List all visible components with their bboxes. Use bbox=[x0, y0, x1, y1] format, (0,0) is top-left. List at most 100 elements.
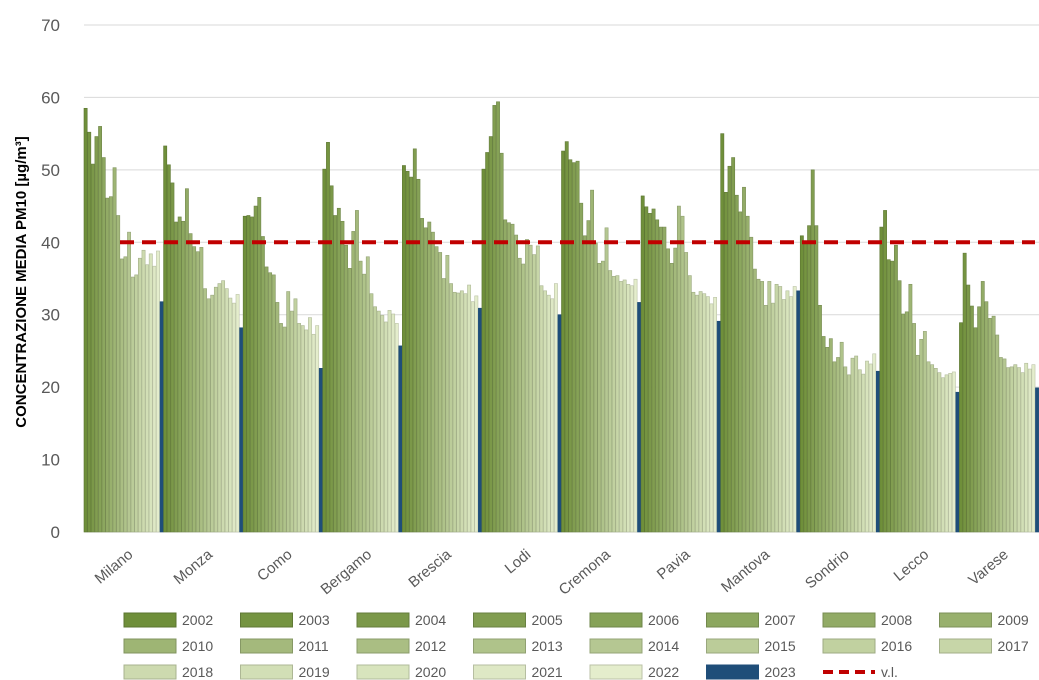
bar-lodi-2023 bbox=[557, 314, 562, 533]
bar-lodi-2019 bbox=[543, 290, 547, 533]
bar-sondrio-2004 bbox=[807, 225, 812, 533]
bar-lodi-2012 bbox=[517, 257, 522, 533]
bar-bergamo-2008 bbox=[344, 244, 348, 533]
bar-bergamo-2010 bbox=[351, 231, 356, 533]
y-tick-label: 50 bbox=[41, 161, 60, 180]
bar-sondrio-2015 bbox=[847, 374, 851, 533]
bar-mantova-2002 bbox=[720, 133, 725, 533]
bar-lodi-2011 bbox=[514, 234, 519, 533]
bar-como-2018 bbox=[300, 325, 305, 533]
bar-lodi-2009 bbox=[506, 222, 511, 533]
y-tick-label: 20 bbox=[41, 378, 60, 397]
bar-brescia-2003 bbox=[405, 171, 410, 533]
bar-bergamo-2015 bbox=[369, 293, 374, 533]
x-tick-label-varese: Varese bbox=[965, 546, 1011, 589]
legend-swatch-2016 bbox=[822, 638, 876, 654]
bar-monza-2017 bbox=[217, 283, 222, 533]
bar-brescia-2015 bbox=[449, 283, 453, 533]
bar-bergamo-2014 bbox=[365, 256, 370, 533]
legend-label-v-l-: v.l. bbox=[881, 664, 898, 680]
bar-cremona-2005 bbox=[572, 162, 576, 533]
bar-mantova-2006 bbox=[734, 194, 739, 533]
bar-milano-2009 bbox=[109, 196, 113, 533]
bar-lecco-2015 bbox=[926, 361, 931, 533]
bar-milano-2014 bbox=[127, 231, 131, 533]
bar-brescia-2019 bbox=[463, 293, 468, 533]
bar-lecco-2009 bbox=[904, 311, 909, 533]
bar-pavia-2011 bbox=[673, 247, 678, 533]
bar-sondrio-2012 bbox=[836, 357, 840, 533]
legend-label-2007: 2007 bbox=[765, 612, 796, 628]
bar-lecco-2011 bbox=[912, 323, 916, 533]
bar-cremona-2018 bbox=[619, 281, 623, 533]
bar-sondrio-2013 bbox=[839, 341, 844, 533]
bar-milano-2016 bbox=[134, 274, 139, 533]
bar-milano-2013 bbox=[123, 256, 128, 533]
bar-cremona-2022 bbox=[633, 278, 638, 533]
bar-lodi-2007 bbox=[499, 152, 504, 533]
bar-milano-2020 bbox=[148, 253, 153, 533]
bar-varese-2004 bbox=[966, 284, 971, 533]
legend-swatch-2023 bbox=[706, 664, 759, 680]
bar-varese-2013 bbox=[998, 357, 1003, 533]
bar-monza-2006 bbox=[177, 216, 182, 533]
bar-mantova-2019 bbox=[781, 299, 786, 533]
x-tick-label-brescia: Brescia bbox=[405, 546, 455, 592]
legend-swatch-2018 bbox=[123, 664, 177, 680]
legend-label-2016: 2016 bbox=[881, 638, 912, 654]
bar-milano-2018 bbox=[141, 249, 146, 533]
bar-como-2011 bbox=[275, 302, 280, 533]
bar-como-2003 bbox=[246, 215, 251, 533]
bar-como-2015 bbox=[289, 310, 294, 533]
bar-pavia-2017 bbox=[695, 294, 699, 533]
bar-como-2019 bbox=[304, 329, 309, 533]
bar-como-2013 bbox=[282, 326, 287, 533]
legend-swatch-2013 bbox=[473, 638, 526, 654]
bar-pavia-2005 bbox=[651, 208, 656, 533]
bar-brescia-2010 bbox=[430, 231, 435, 533]
bar-milano-2017 bbox=[138, 257, 142, 533]
bar-lodi-2008 bbox=[503, 219, 508, 533]
bar-como-2010 bbox=[271, 274, 276, 533]
bar-mantova-2013 bbox=[760, 281, 765, 533]
bar-varese-2007 bbox=[977, 306, 982, 533]
y-tick-label: 70 bbox=[41, 16, 60, 35]
bar-bergamo-2023 bbox=[398, 345, 403, 533]
bar-monza-2014 bbox=[206, 298, 211, 533]
bar-sondrio-2019 bbox=[861, 373, 866, 533]
legend-swatch-2014 bbox=[589, 638, 643, 654]
y-tick-label: 0 bbox=[51, 523, 60, 542]
legend-label-2013: 2013 bbox=[532, 638, 563, 654]
bar-brescia-2018 bbox=[459, 290, 464, 533]
bar-mantova-2021 bbox=[789, 296, 793, 533]
bar-como-2005 bbox=[253, 205, 258, 533]
bar-como-2008 bbox=[264, 266, 269, 533]
bar-milano-2006 bbox=[98, 126, 103, 533]
bar-monza-2019 bbox=[224, 288, 229, 533]
bar-varese-2021 bbox=[1027, 368, 1032, 533]
legend-swatch-2015 bbox=[706, 638, 759, 654]
bar-sondrio-2022 bbox=[872, 353, 877, 533]
bar-lecco-2021 bbox=[948, 373, 953, 533]
bar-monza-2013 bbox=[203, 288, 207, 533]
bar-bergamo-2009 bbox=[347, 268, 352, 533]
legend-label-2006: 2006 bbox=[648, 612, 679, 628]
legend-label-2005: 2005 bbox=[532, 612, 563, 628]
bar-lodi-2006 bbox=[496, 101, 500, 533]
bar-monza-2012 bbox=[199, 247, 204, 533]
legend-swatch-2010 bbox=[123, 638, 177, 654]
bar-monza-2009 bbox=[188, 233, 193, 533]
bar-sondrio-2023 bbox=[875, 370, 880, 533]
bar-varese-2022 bbox=[1031, 364, 1036, 533]
bar-varese-2014 bbox=[1002, 358, 1007, 533]
bar-lodi-2021 bbox=[550, 298, 555, 533]
bar-brescia-2008 bbox=[423, 227, 428, 533]
bar-pavia-2014 bbox=[684, 252, 689, 533]
y-axis-ticks: 0 10 20 30 40 50 60 70 bbox=[41, 16, 60, 542]
bar-como-2004 bbox=[250, 216, 254, 533]
x-tick-label-mantova: Mantova bbox=[718, 546, 774, 596]
bar-monza-2016 bbox=[213, 286, 218, 533]
bar-sondrio-2018 bbox=[857, 369, 862, 533]
bar-cremona-2021 bbox=[629, 285, 634, 533]
bar-cremona-2017 bbox=[615, 275, 620, 533]
